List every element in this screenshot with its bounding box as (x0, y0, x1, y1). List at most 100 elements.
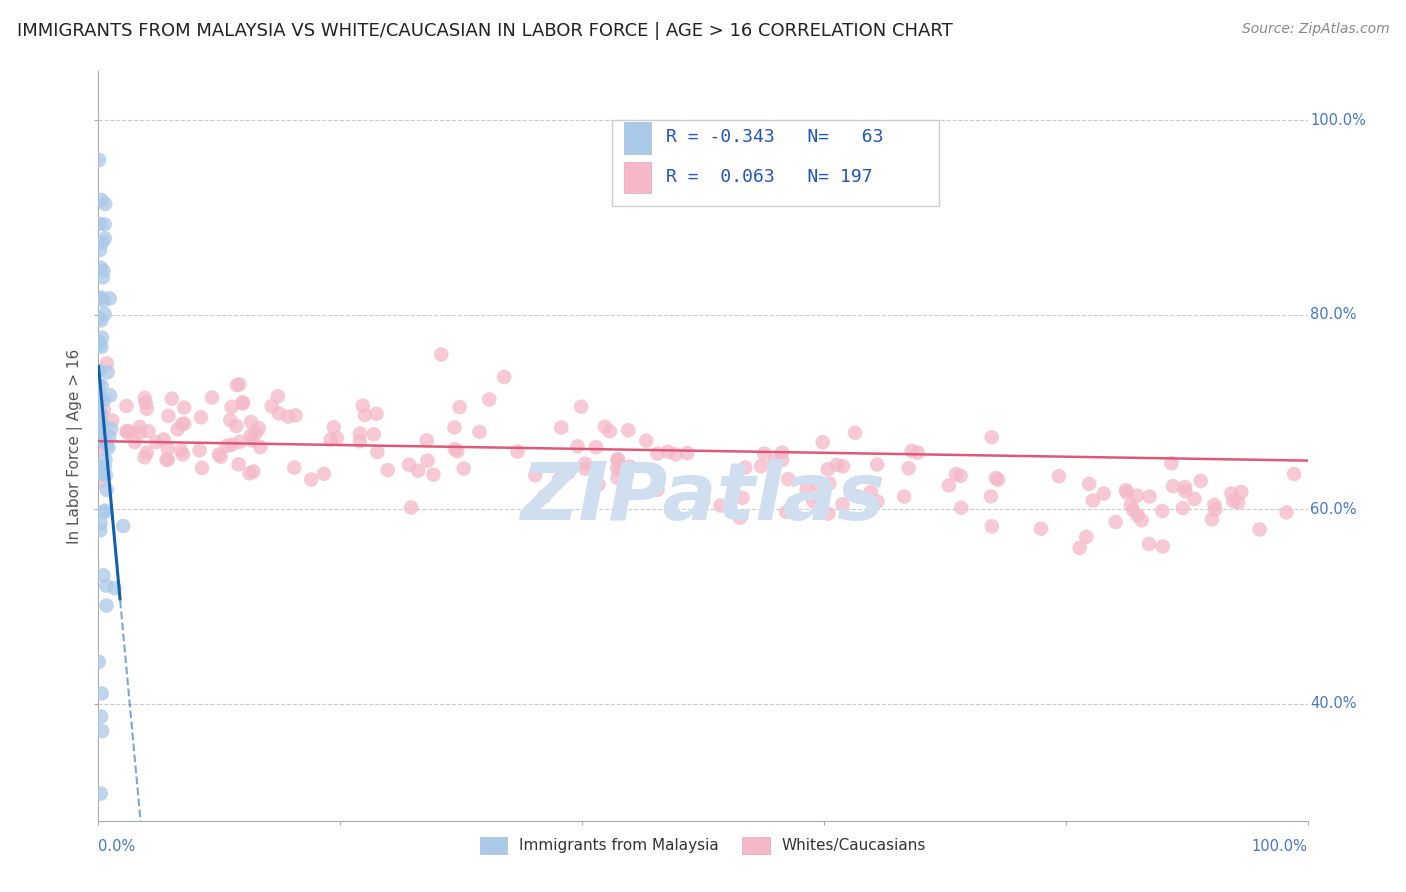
Point (228, 377, 250, 392)
Point (225, 419, 247, 434)
Point (1115, 483, 1137, 498)
Point (657, 444, 679, 458)
Point (614, 468, 637, 483)
Point (87, 364, 110, 378)
Point (1092, 486, 1115, 500)
Point (1126, 508, 1149, 523)
Point (96, 599, 118, 613)
Point (557, 466, 579, 480)
Point (249, 440, 271, 454)
Point (90, 418, 112, 433)
Point (89, 388, 111, 402)
Point (831, 497, 853, 511)
Point (817, 507, 839, 521)
Point (907, 445, 929, 459)
Point (363, 427, 385, 442)
Point (1222, 494, 1244, 508)
Point (1047, 469, 1070, 483)
Point (1230, 484, 1253, 499)
Point (267, 389, 290, 403)
Point (173, 401, 195, 415)
Point (115, 424, 138, 438)
Point (96, 483, 118, 497)
Point (87, 334, 110, 349)
Point (87, 311, 110, 326)
Point (617, 423, 640, 437)
Point (239, 467, 262, 481)
Point (1220, 486, 1243, 500)
Point (135, 445, 157, 459)
Point (443, 420, 465, 434)
Text: 80.0%: 80.0% (1310, 307, 1357, 322)
Point (91, 465, 114, 479)
Point (349, 426, 371, 441)
Point (322, 420, 344, 434)
Point (1122, 503, 1144, 517)
Point (87, 467, 110, 482)
Point (155, 452, 177, 467)
Point (101, 413, 124, 427)
Point (349, 434, 371, 449)
Point (366, 445, 388, 459)
Point (112, 519, 135, 533)
Point (1076, 530, 1098, 544)
Point (945, 467, 967, 482)
Point (91, 442, 114, 456)
Point (156, 442, 179, 456)
Point (87, 655, 110, 669)
Point (96, 357, 118, 371)
Point (232, 395, 254, 409)
Point (170, 443, 193, 458)
Point (770, 453, 793, 467)
Point (731, 491, 754, 505)
Point (416, 434, 439, 448)
Point (90, 430, 112, 444)
Point (1069, 541, 1091, 555)
Point (91, 270, 114, 285)
Point (89, 408, 111, 422)
Point (229, 434, 252, 449)
Point (443, 442, 465, 456)
Point (239, 428, 262, 442)
Point (778, 472, 800, 486)
Point (93, 293, 115, 308)
Point (593, 419, 616, 434)
Point (100, 422, 122, 436)
Point (152, 433, 174, 447)
Text: Source: ZipAtlas.com: Source: ZipAtlas.com (1241, 22, 1389, 37)
Point (1029, 522, 1052, 536)
Point (93, 505, 115, 519)
Point (609, 459, 631, 474)
Point (1189, 474, 1212, 488)
Text: 0.0%: 0.0% (98, 839, 135, 855)
Point (1275, 505, 1298, 519)
Point (980, 430, 1002, 444)
Point (93, 218, 115, 232)
Point (567, 439, 589, 453)
Point (312, 467, 335, 481)
Point (115, 399, 138, 413)
Point (900, 443, 922, 458)
Point (950, 500, 973, 515)
Point (90, 414, 112, 428)
Point (775, 505, 797, 519)
Point (770, 445, 793, 459)
Point (709, 499, 731, 513)
Point (846, 489, 869, 503)
Point (319, 433, 342, 447)
Point (796, 483, 818, 497)
Point (93, 568, 115, 582)
Point (115, 425, 138, 440)
Point (749, 459, 772, 474)
Point (201, 391, 224, 405)
Point (494, 370, 516, 384)
Point (96, 437, 118, 451)
Point (1282, 467, 1305, 481)
Point (221, 400, 243, 414)
Point (188, 443, 211, 458)
Point (938, 478, 960, 492)
Point (524, 468, 547, 483)
Point (354, 408, 377, 422)
Point (818, 476, 841, 491)
Point (240, 434, 263, 448)
